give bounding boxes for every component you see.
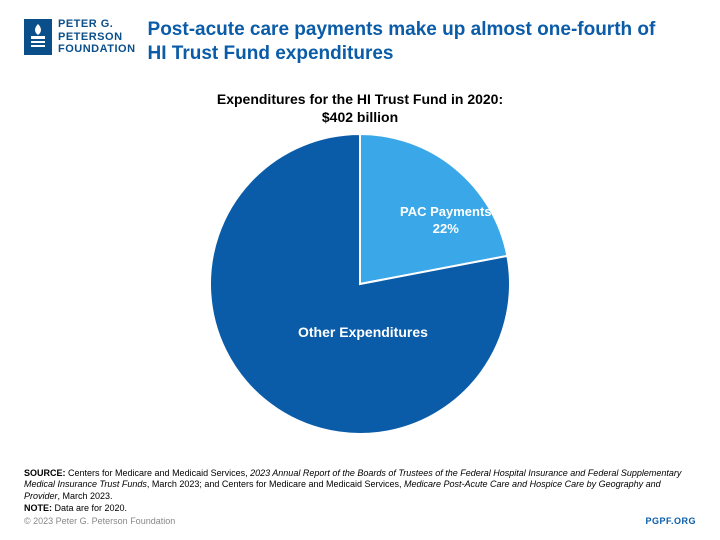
source-text-3: , March 2023.: [58, 491, 113, 501]
logo-line-2: PETERSON: [58, 31, 136, 44]
page-title: Post-acute care payments make up almost …: [148, 18, 668, 66]
note-text: Data are for 2020.: [55, 503, 128, 513]
footer-url: PGPF.ORG: [645, 516, 696, 528]
slice-label-line-1: Other Expenditures: [298, 324, 428, 340]
copyright: © 2023 Peter G. Peterson Foundation: [24, 516, 175, 528]
source-prefix: SOURCE:: [24, 468, 68, 478]
source-line: SOURCE: Centers for Medicare and Medicai…: [24, 468, 696, 503]
pie-svg: [210, 134, 510, 434]
logo-line-1: PETER G.: [58, 18, 136, 31]
logo: PETER G. PETERSON FOUNDATION: [24, 18, 136, 56]
logo-line-3: FOUNDATION: [58, 43, 136, 56]
chart-area: PAC Payments22% Other Expenditures: [0, 134, 720, 434]
slice-label: Other Expenditures: [298, 324, 428, 340]
subtitle-line-2: $402 billion: [0, 108, 720, 126]
slice-label-line-1: PAC Payments: [400, 204, 492, 221]
slice-label-line-2: 22%: [400, 221, 492, 238]
note-line: NOTE: Data are for 2020.: [24, 503, 696, 515]
subtitle-line-1: Expenditures for the HI Trust Fund in 20…: [0, 90, 720, 108]
header: PETER G. PETERSON FOUNDATION Post-acute …: [0, 0, 720, 66]
chart-subtitle: Expenditures for the HI Trust Fund in 20…: [0, 90, 720, 126]
footer-bottom-row: © 2023 Peter G. Peterson Foundation PGPF…: [24, 516, 696, 528]
torch-icon: [24, 19, 52, 55]
slice-label: PAC Payments22%: [400, 204, 492, 238]
footer: SOURCE: Centers for Medicare and Medicai…: [24, 468, 696, 528]
source-text-1: Centers for Medicare and Medicaid Servic…: [68, 468, 250, 478]
source-text-2: , March 2023; and Centers for Medicare a…: [147, 479, 404, 489]
logo-text: PETER G. PETERSON FOUNDATION: [58, 18, 136, 56]
note-prefix: NOTE:: [24, 503, 55, 513]
pie-chart: PAC Payments22% Other Expenditures: [210, 134, 510, 434]
